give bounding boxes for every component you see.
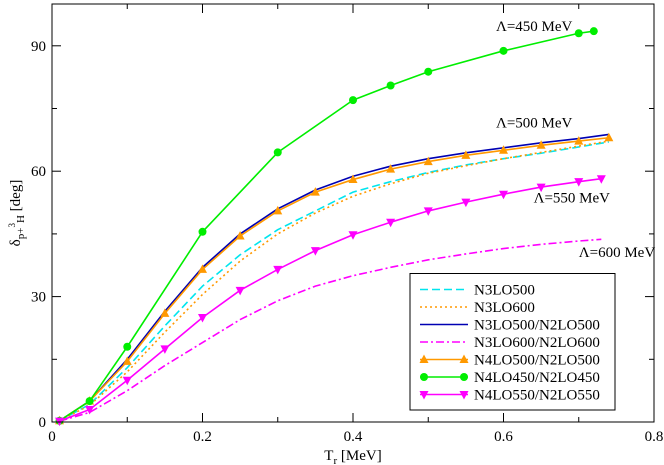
x-axis-label: Tr [MeV]: [324, 448, 381, 465]
data-point: [386, 164, 396, 173]
series-line: [59, 177, 602, 422]
curve-annotation: Λ=550 MeV: [534, 191, 611, 207]
data-point: [574, 136, 584, 145]
series-layer: [55, 27, 614, 427]
curve-annotation: Λ=600 MeV: [579, 245, 656, 261]
legend-marker: [419, 354, 429, 363]
series-n3lo500: [59, 141, 609, 422]
legend-entry: N3LO500/N2LO500: [420, 318, 600, 334]
legend-label: N4LO500/N2LO500: [474, 353, 600, 369]
legend-entry: N3LO500: [420, 283, 535, 299]
data-point: [273, 148, 282, 157]
data-point: [499, 190, 508, 200]
legend-entry: N4LO500/N2LO500: [419, 353, 600, 369]
series-n4lo550-n2lo550: [55, 175, 606, 427]
y-axis-label: δp+3H [deg]: [7, 180, 27, 247]
legend-label: N3LO500: [474, 283, 535, 299]
series-n3lo500-n2lo500: [59, 133, 609, 422]
data-point: [85, 405, 95, 415]
data-point: [604, 132, 614, 142]
data-point: [235, 286, 245, 296]
y-tick-label: 60: [31, 164, 46, 180]
data-point: [499, 46, 508, 55]
data-point: [386, 81, 395, 90]
data-point: [348, 174, 358, 184]
legend-label: N3LO600: [474, 300, 535, 316]
series-n4lo500-n2lo500: [55, 132, 614, 425]
data-point: [536, 140, 546, 149]
data-point: [85, 397, 94, 406]
data-point: [499, 145, 508, 154]
legend-label: N4LO450/N2LO450: [474, 370, 600, 386]
data-point: [349, 96, 357, 105]
data-point: [423, 156, 433, 166]
data-point: [310, 247, 320, 256]
y-tick-label: 0: [39, 415, 47, 431]
legend-marker: [420, 373, 428, 381]
data-point: [122, 376, 132, 386]
data-point: [160, 308, 170, 317]
x-tick-label: 0: [48, 429, 56, 445]
series-line: [59, 140, 609, 422]
series-n3lo600: [59, 140, 609, 422]
legend-marker: [459, 391, 469, 400]
data-point: [198, 227, 207, 236]
curve-annotation: Λ=500 MeV: [496, 115, 573, 131]
legend-label: N3LO500/N2LO500: [474, 318, 600, 334]
curve-annotation: Λ=450 MeV: [496, 19, 573, 35]
data-point: [348, 231, 358, 240]
annotation-layer: Λ=450 MeV Λ=500 MeV Λ=550 MeV Λ=600 MeV: [496, 19, 655, 261]
series-line: [59, 238, 602, 422]
series-line: [59, 141, 609, 422]
data-point: [198, 264, 207, 273]
data-point: [424, 67, 433, 76]
data-point: [198, 314, 207, 323]
legend-entry: N3LO600/N2LO600: [420, 335, 600, 351]
legend-marker: [460, 373, 468, 381]
legend-entry: N4LO550/N2LO550: [419, 388, 600, 404]
y-tick-label: 90: [31, 39, 46, 55]
legend-entry: N4LO450/N2LO450: [420, 370, 600, 386]
x-tick-label: 0.8: [645, 429, 664, 445]
data-point: [574, 29, 583, 38]
legend-label: N3LO600/N2LO600: [474, 335, 600, 351]
x-tick-label: 0.6: [494, 429, 513, 445]
legend-box: [409, 273, 616, 411]
data-point: [273, 205, 283, 215]
data-point: [235, 230, 245, 240]
data-point: [589, 27, 598, 36]
data-point: [273, 265, 283, 275]
data-point: [461, 198, 471, 208]
data-point: [461, 150, 471, 159]
data-point: [596, 175, 606, 184]
legend-marker: [459, 354, 469, 363]
data-point: [423, 207, 433, 216]
data-point: [386, 218, 396, 228]
series-line: [59, 136, 609, 422]
data-point: [574, 178, 584, 187]
series-n3lo600-n2lo600: [59, 238, 602, 422]
data-point: [123, 342, 132, 351]
legend-label: N4LO550/N2LO550: [474, 388, 600, 404]
data-point: [536, 183, 546, 193]
legend-entry: N3LO600: [420, 300, 535, 316]
series-line: [59, 133, 609, 422]
legend-marker: [419, 391, 429, 400]
data-point: [122, 356, 132, 365]
data-point: [160, 345, 170, 354]
y-tick-label: 30: [31, 290, 46, 306]
data-point: [310, 187, 320, 196]
x-tick-label: 0.4: [344, 429, 363, 445]
x-tick-label: 0.2: [193, 429, 212, 445]
axis-layer: 0 0.2 0.4 0.6 0.8 0 30 60 90: [31, 4, 663, 445]
